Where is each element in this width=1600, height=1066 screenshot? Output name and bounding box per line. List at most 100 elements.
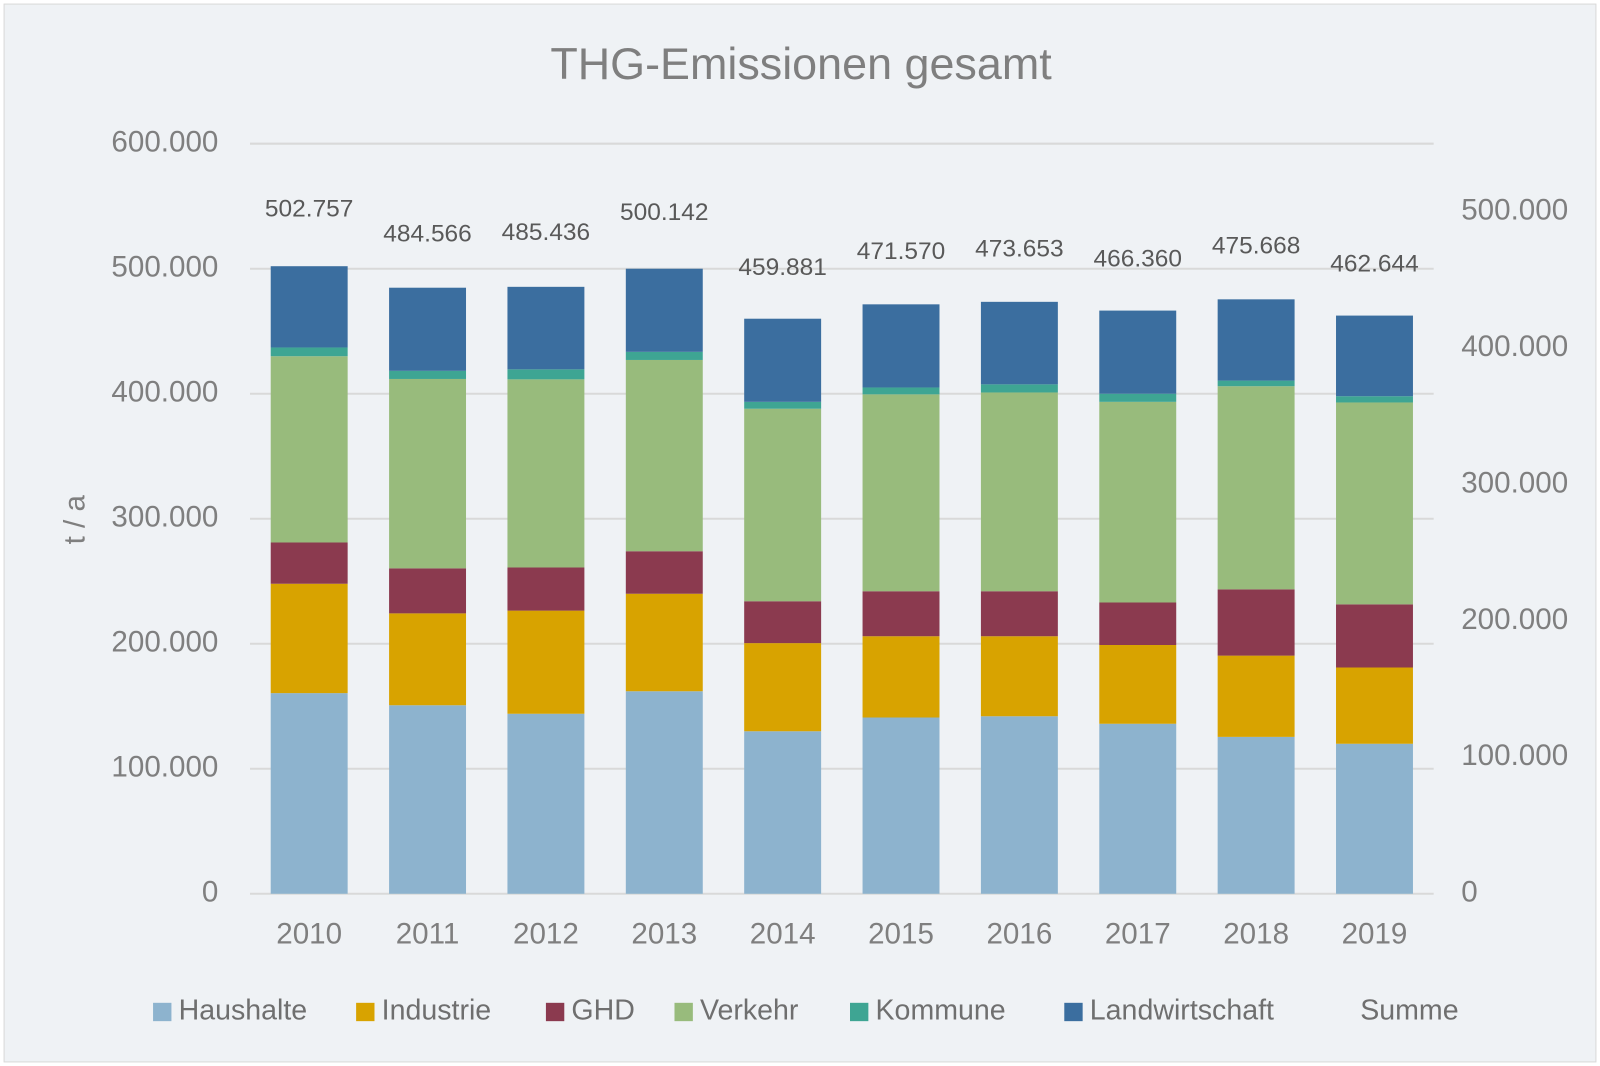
y-tick-label: 300.000: [111, 501, 218, 534]
bar-segment: [625, 268, 703, 352]
bar-segment: [862, 636, 940, 718]
legend-label: Haushalte: [179, 995, 308, 1027]
y-axis-title: t / a: [58, 495, 91, 545]
bar-segment: [980, 716, 1058, 894]
bar-segment: [1099, 310, 1177, 394]
bar-segment: [1099, 602, 1177, 645]
bar-segment: [1336, 396, 1413, 403]
x-tick-label: 2016: [986, 917, 1052, 950]
bar-segment: [270, 347, 348, 357]
x-tick-label: 2019: [1342, 917, 1408, 950]
x-tick-label: 2013: [631, 917, 697, 950]
bar-segment: [1217, 299, 1295, 381]
bar-segment: [507, 610, 585, 714]
legend-swatch: [545, 1002, 565, 1022]
legend-swatch: [1064, 1002, 1083, 1022]
legend-swatch: [674, 1002, 693, 1022]
bar-segment: [625, 351, 703, 360]
bar-segment: [270, 356, 348, 543]
bar-segment: [1217, 736, 1295, 894]
y-tick-label: 500.000: [111, 251, 218, 284]
bar-segment: [389, 370, 467, 379]
y-tick-label: 0: [202, 876, 218, 909]
bar-segment: [389, 568, 467, 614]
bar-segment: [389, 378, 467, 569]
bar-segment: [389, 705, 467, 894]
bar-segment: [1336, 667, 1413, 744]
x-tick-label: 2017: [1105, 917, 1171, 950]
data-label: 473.653: [975, 235, 1064, 262]
data-label: 466.360: [1094, 245, 1183, 272]
y-tick-label: 400.000: [111, 376, 218, 409]
bar-segment: [1336, 743, 1413, 894]
data-label: 471.570: [857, 238, 946, 265]
chart-title: THG-Emissionen gesamt: [550, 38, 1052, 89]
legend-label: Industrie: [382, 995, 492, 1027]
x-tick-label: 2010: [276, 917, 342, 950]
y2-tick-label: 300.000: [1461, 466, 1568, 499]
bar-segment: [744, 601, 822, 644]
legend-swatch: [356, 1002, 375, 1022]
legend-label: Verkehr: [700, 995, 799, 1027]
y-tick-label: 600.000: [111, 126, 218, 159]
y-tick-label: 200.000: [111, 626, 218, 659]
data-label: 459.881: [738, 254, 827, 281]
bar-segment: [1336, 315, 1413, 397]
bar-segment: [744, 643, 822, 732]
x-tick-label: 2014: [750, 917, 816, 950]
bar-segment: [270, 693, 348, 894]
bar-segment: [507, 567, 585, 611]
bar-segment: [507, 713, 585, 894]
bar-segment: [507, 379, 585, 568]
bar-segment: [980, 384, 1058, 393]
bar-segment: [980, 591, 1058, 637]
x-tick-label: 2012: [513, 917, 579, 950]
bar-segment: [270, 583, 348, 694]
y2-tick-label: 400.000: [1461, 330, 1568, 363]
bar-segment: [744, 408, 822, 602]
legend-swatch: [153, 1002, 172, 1022]
bar-segment: [744, 318, 822, 402]
bar-segment: [389, 613, 467, 706]
bar-segment: [270, 266, 348, 348]
data-label: 500.142: [620, 199, 709, 226]
legend-label: Landwirtschaft: [1090, 995, 1274, 1027]
legend-label: Kommune: [876, 995, 1006, 1027]
bar-segment: [1336, 604, 1413, 668]
y2-tick-label: 500.000: [1461, 194, 1568, 227]
data-label: 502.757: [265, 196, 354, 223]
bar-segment: [625, 359, 703, 552]
bar-segment: [862, 304, 940, 388]
bar-segment: [1217, 655, 1295, 737]
y-tick-label: 100.000: [111, 751, 218, 784]
data-label: 462.644: [1330, 250, 1419, 277]
bar-segment: [1099, 393, 1177, 402]
bar-segment: [1336, 402, 1413, 605]
bar-segment: [389, 287, 467, 371]
bar-segment: [980, 301, 1058, 385]
data-label: 484.566: [383, 220, 472, 247]
bar-segment: [1099, 401, 1177, 603]
bar-segment: [744, 731, 822, 894]
y2-tick-label: 200.000: [1461, 603, 1568, 636]
bar-segment: [507, 369, 585, 380]
bar-segment: [1099, 644, 1177, 724]
x-tick-label: 2015: [868, 917, 934, 950]
legend-label: Summe: [1360, 995, 1458, 1027]
bar-segment: [270, 542, 348, 584]
bar-segment: [862, 591, 940, 637]
bar-segment: [1217, 380, 1295, 387]
bar-segment: [862, 394, 940, 592]
bar-segment: [980, 636, 1058, 717]
bar-segment: [1217, 386, 1295, 590]
bar-segment: [1099, 723, 1177, 894]
x-tick-label: 2018: [1223, 917, 1289, 950]
bar-segment: [625, 691, 703, 894]
bar-segment: [744, 401, 822, 409]
bar-segment: [507, 286, 585, 370]
legend-swatch: [850, 1002, 869, 1022]
data-label: 475.668: [1212, 233, 1301, 260]
bar-segment: [1217, 589, 1295, 656]
